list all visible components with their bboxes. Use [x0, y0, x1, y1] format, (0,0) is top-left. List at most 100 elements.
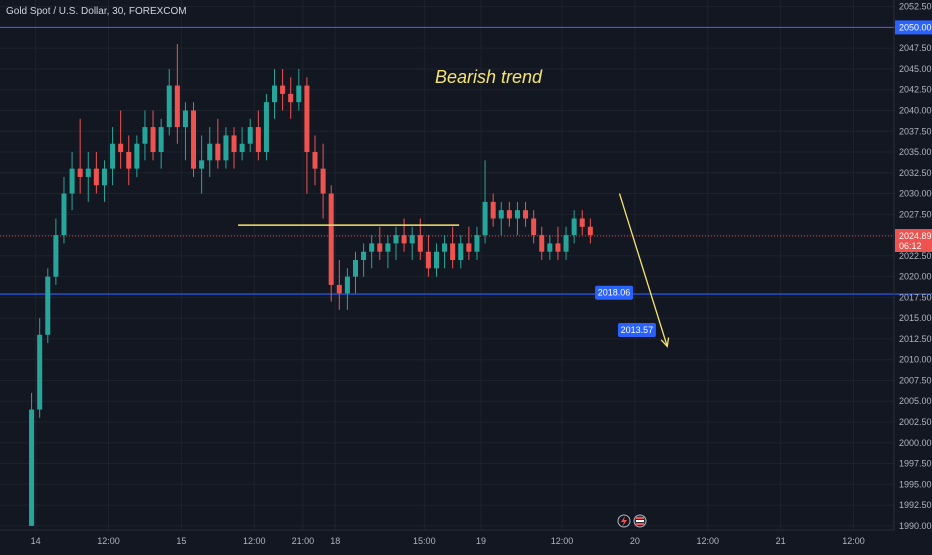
- bearish-trend-annotation[interactable]: Bearish trend: [435, 67, 543, 87]
- candle-body: [344, 276, 350, 294]
- y-tick-label: 2010.00: [899, 355, 932, 365]
- candle-body: [45, 276, 51, 335]
- candle-body: [312, 152, 318, 169]
- level-tag-box: [617, 323, 656, 338]
- y-tick-label: 2015.00: [899, 313, 932, 323]
- candle-body: [433, 251, 439, 269]
- y-tick-label: 2002.50: [899, 417, 932, 427]
- candle-body: [417, 235, 423, 252]
- candle-body: [531, 218, 537, 236]
- candle-body: [579, 218, 585, 227]
- y-tick-label: 2012.50: [899, 334, 932, 344]
- candle-body: [571, 218, 577, 236]
- current-price-value: 2024.89: [899, 231, 932, 241]
- candle-body: [296, 85, 302, 103]
- y-tick-label: 2030.00: [899, 189, 932, 199]
- candle-body: [223, 135, 229, 161]
- candle-body: [401, 235, 407, 244]
- candle-body: [336, 284, 342, 294]
- y-tick-label: 2047.50: [899, 43, 932, 53]
- candle-body: [263, 102, 269, 153]
- candle-body: [53, 235, 59, 277]
- y-tick-label: 2040.00: [899, 105, 932, 115]
- y-tick-label: 2022.50: [899, 251, 932, 261]
- candle-body: [498, 210, 504, 219]
- candle-body: [288, 93, 294, 103]
- candle-body: [77, 168, 83, 177]
- y-tick-label: 1997.50: [899, 459, 932, 469]
- candle-body: [506, 210, 512, 219]
- candle-body: [37, 334, 43, 410]
- candle-body: [150, 127, 156, 153]
- candle-body: [587, 226, 593, 236]
- y-tick-label: 2000.00: [899, 438, 932, 448]
- level-lines-layer: [0, 26, 932, 295]
- x-tick-label: 12:00: [696, 536, 719, 546]
- candle-body: [539, 235, 545, 252]
- level-tag: 2013.57: [617, 323, 656, 338]
- x-tick-label: 20: [630, 536, 640, 546]
- candle-body: [425, 251, 431, 269]
- current-price-countdown: 06:12: [899, 241, 922, 251]
- candle-body: [182, 110, 188, 128]
- candle-body: [29, 409, 35, 526]
- candle-body: [352, 260, 359, 277]
- candle-body: [215, 143, 221, 161]
- level-tag: 2018.06: [595, 285, 634, 300]
- flag-icon[interactable]: [633, 514, 647, 528]
- candle-body: [555, 243, 561, 252]
- candle-body: [199, 160, 205, 169]
- y-tick-label: 1992.50: [899, 500, 932, 510]
- candle-body: [126, 152, 132, 169]
- level-axis-value: 2050.00: [899, 22, 932, 32]
- candle-body: [158, 127, 164, 153]
- annotation-layer: 2018.06 2013.57: [238, 193, 670, 348]
- y-tick-label: 2045.00: [899, 64, 932, 74]
- x-tick-label: 15:00: [413, 536, 436, 546]
- candles-layer: [29, 44, 593, 526]
- y-tick-label: 2020.00: [899, 272, 932, 282]
- candle-body: [280, 85, 286, 94]
- candle-body: [450, 243, 456, 261]
- candle-body: [409, 235, 415, 244]
- candle-body: [134, 143, 140, 169]
- candle-body: [110, 143, 116, 169]
- candle-body: [142, 127, 148, 144]
- bearish-arrow-line: [618, 193, 668, 347]
- y-tick-label: 2037.50: [899, 126, 932, 136]
- candle-body: [514, 210, 520, 219]
- candle-body: [272, 85, 278, 103]
- y-tick-label: 2027.50: [899, 209, 932, 219]
- lightning-icon[interactable]: [617, 514, 631, 528]
- candle-body: [458, 243, 464, 261]
- candle-body: [207, 143, 213, 161]
- bottom-icons: [617, 514, 647, 528]
- candle-body: [523, 210, 529, 219]
- x-tick-label: 12:00: [842, 536, 865, 546]
- candle-body: [101, 168, 107, 186]
- candle-body: [474, 235, 480, 252]
- candle-body: [239, 143, 245, 153]
- level-tag-text: 2013.57: [621, 325, 654, 335]
- candle-body: [174, 85, 180, 128]
- x-tick-label: 12:00: [551, 536, 574, 546]
- chart-title: Gold Spot / U.S. Dollar, 30, FOREXCOM: [6, 6, 187, 17]
- y-tick-label: 1990.00: [899, 521, 932, 531]
- candle-body: [369, 243, 375, 252]
- candle-body: [393, 235, 399, 244]
- x-tick-label: 15: [176, 536, 186, 546]
- candle-body: [385, 243, 391, 252]
- y-tick-label: 2035.00: [899, 147, 932, 157]
- candle-body: [247, 127, 253, 144]
- x-tick-label: 12:00: [97, 536, 120, 546]
- y-tick-label: 2005.00: [899, 396, 932, 406]
- y-tick-label: 2032.50: [899, 168, 932, 178]
- candle-body: [85, 168, 91, 177]
- x-tick-label: 19: [476, 536, 486, 546]
- level-axis-tag: 2050.00: [895, 20, 932, 35]
